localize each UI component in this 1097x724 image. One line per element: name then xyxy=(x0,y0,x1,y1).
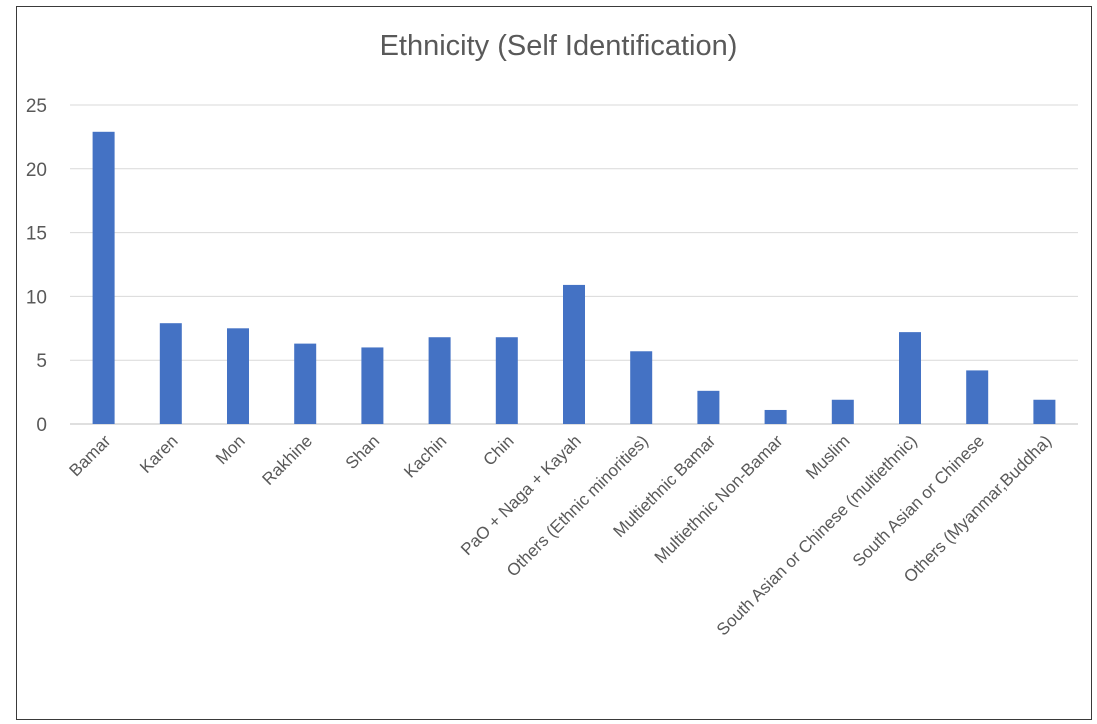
x-tick-label: Muslim xyxy=(802,431,854,483)
bar xyxy=(227,328,249,424)
bar xyxy=(428,337,451,424)
bar xyxy=(1033,399,1056,424)
bar xyxy=(92,131,115,424)
bar xyxy=(764,409,787,424)
y-tick-label: 15 xyxy=(26,224,47,245)
bar xyxy=(630,351,653,424)
bar xyxy=(294,343,317,424)
bar xyxy=(899,332,921,424)
x-tick-label: Bamar xyxy=(66,431,115,480)
y-tick-label: 20 xyxy=(26,160,47,181)
bar xyxy=(361,347,384,424)
y-tick-label: 10 xyxy=(26,287,47,308)
x-tick-label: South Asian or Chinese xyxy=(849,431,988,570)
y-tick-label: 5 xyxy=(36,351,47,372)
y-axis-tick-labels: 0 5 10 15 20 25 xyxy=(26,96,47,436)
bar xyxy=(495,337,518,424)
bar xyxy=(831,399,854,424)
x-tick-label: Kachin xyxy=(400,431,450,481)
x-tick-label: Shan xyxy=(342,431,384,473)
y-tick-label: 25 xyxy=(26,96,47,117)
chart-title: Ethnicity (Self Identification) xyxy=(379,30,738,62)
bar xyxy=(697,390,720,424)
y-tick-label: 0 xyxy=(36,415,47,436)
x-tick-label: Rakhine xyxy=(258,431,316,489)
bar xyxy=(966,370,989,424)
x-tick-label: Multiethnic Non-Bamar xyxy=(651,431,787,567)
x-tick-label: PaO + Naga + Kayah xyxy=(457,431,585,559)
x-tick-label: Karen xyxy=(136,431,182,477)
x-tick-label: Mon xyxy=(212,431,249,468)
bars xyxy=(92,131,1056,424)
bar xyxy=(159,323,182,424)
x-tick-label: Others (Ethnic minorities) xyxy=(503,431,652,580)
bar xyxy=(563,284,585,424)
x-tick-label: Chin xyxy=(479,431,517,469)
